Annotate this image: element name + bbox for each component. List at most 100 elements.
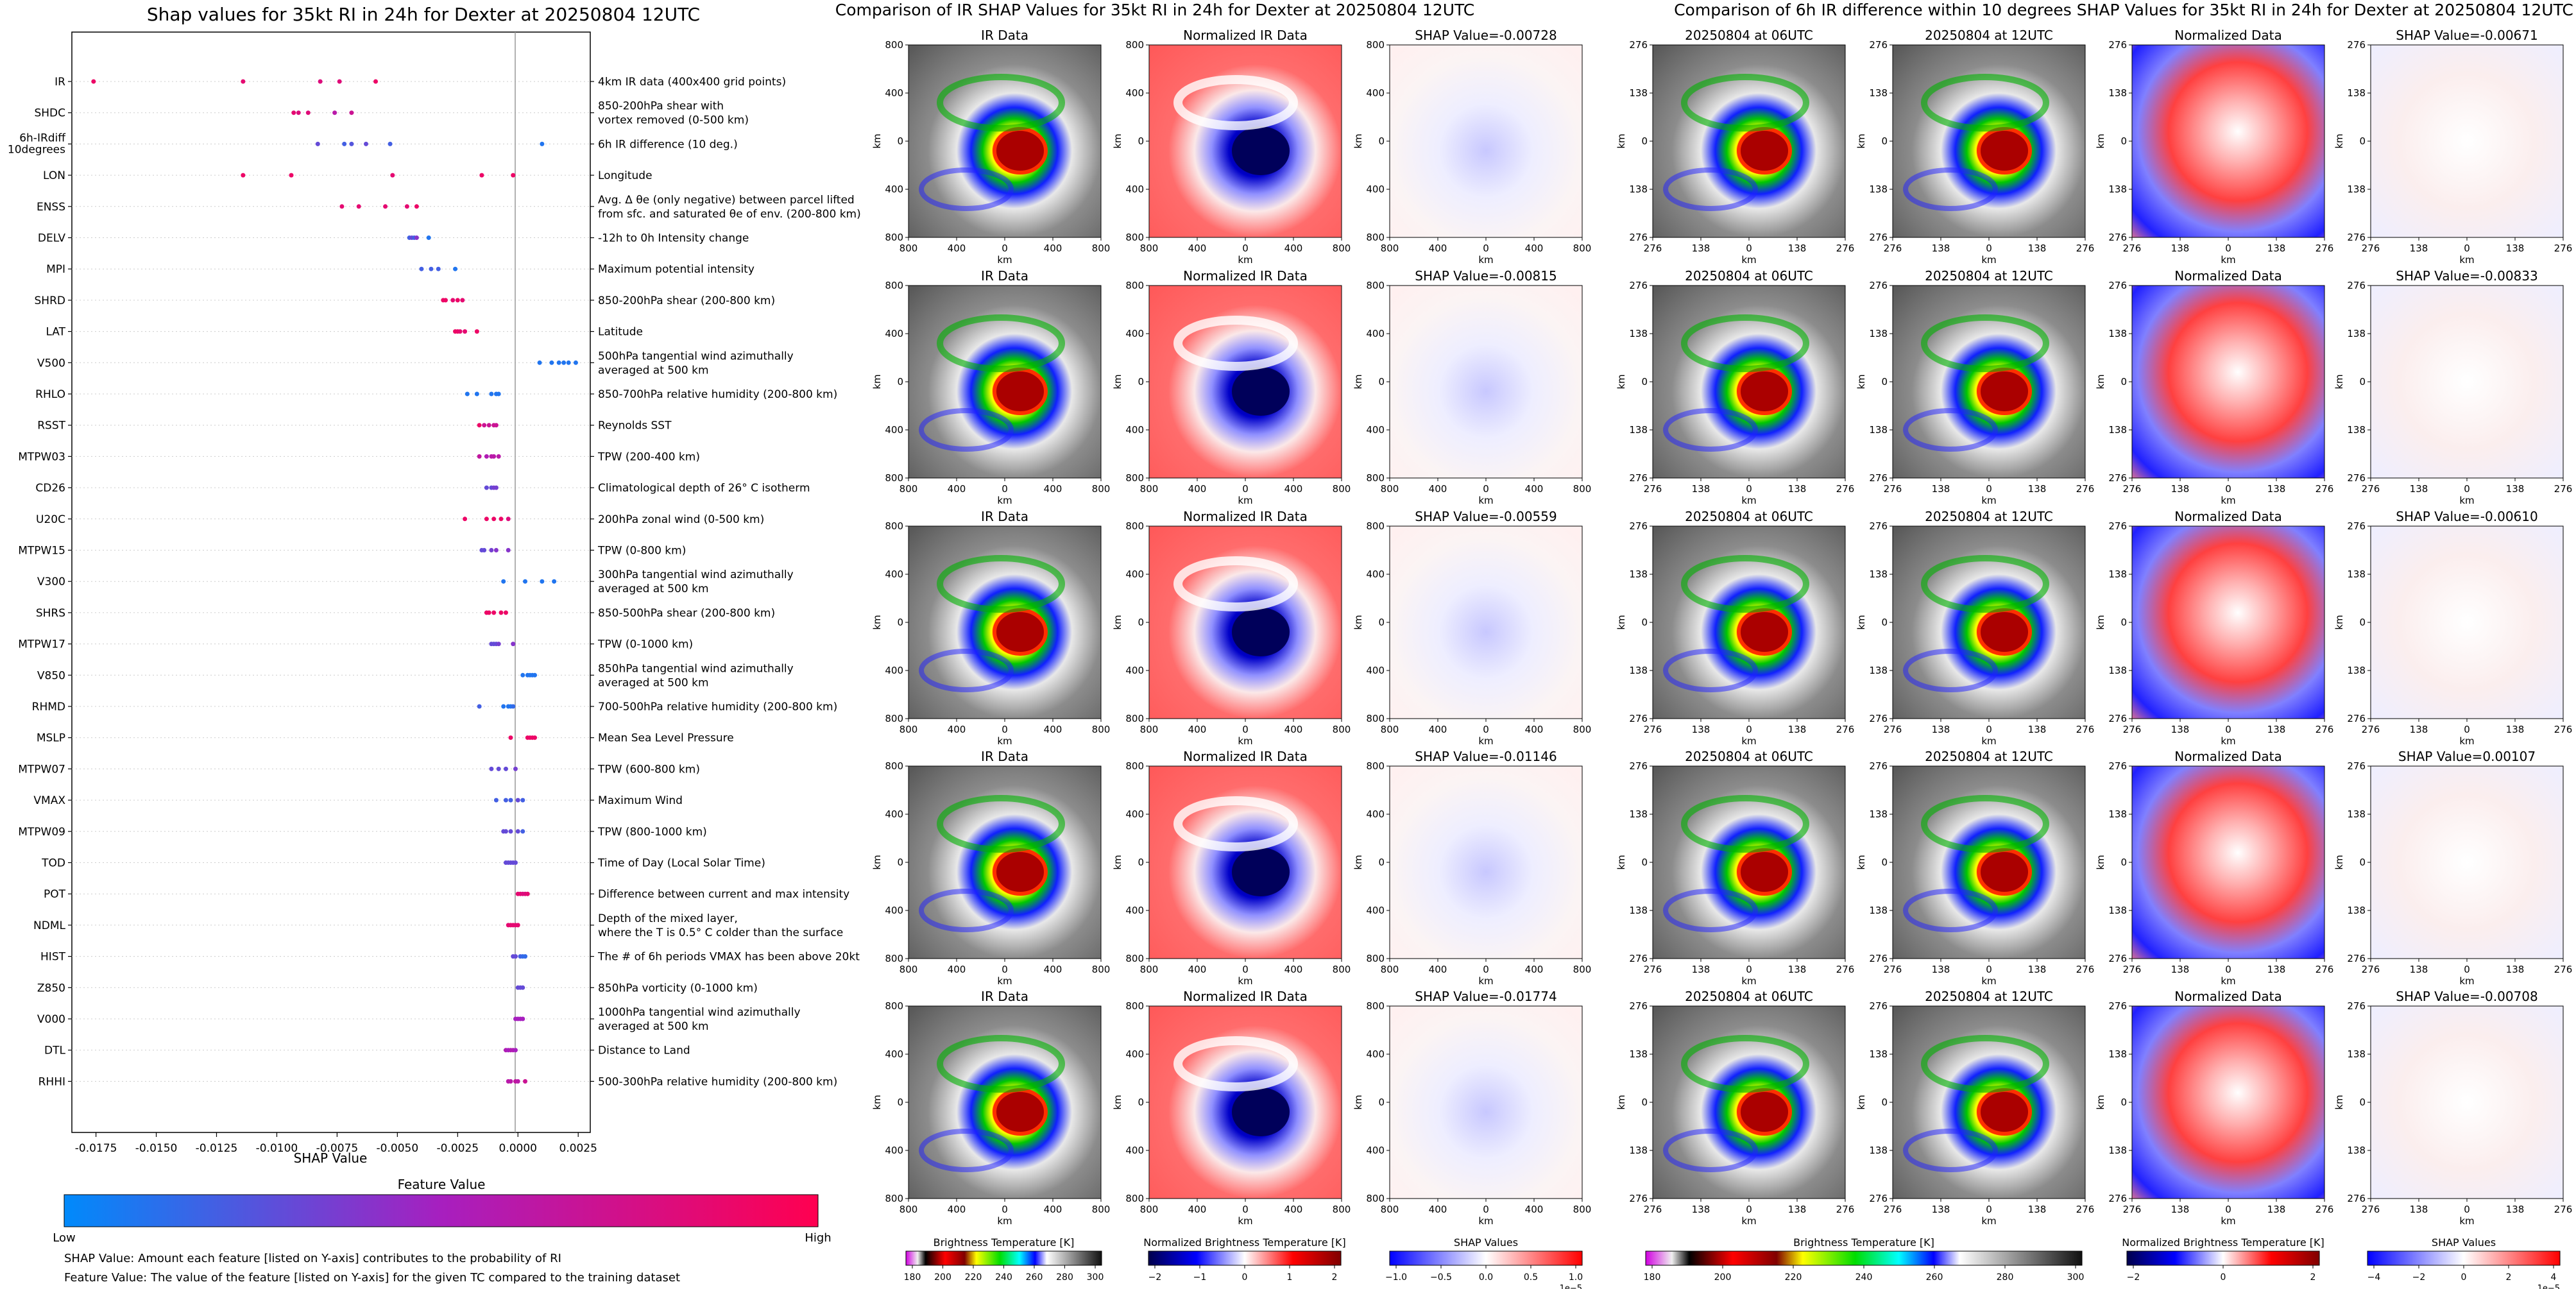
axis-label-km: km	[2221, 495, 2235, 506]
axis-label-km: km	[1112, 855, 1123, 869]
ytick-label: 800	[1366, 1193, 1385, 1204]
ytick-label: 800	[1366, 520, 1385, 532]
ytick-label: 0	[2120, 1097, 2127, 1108]
colorbar-offset: 1e−5	[1560, 1284, 1582, 1289]
ytick-label: 800	[1125, 760, 1144, 772]
feature-label: RHHI	[38, 1075, 65, 1088]
xtick-label: 276	[1884, 1204, 1902, 1215]
colorbar-tick-label: −1.0	[1385, 1272, 1407, 1283]
cloud-band	[1173, 796, 1298, 851]
image-panel	[2370, 1005, 2564, 1199]
shap-point	[443, 298, 448, 303]
xtick-label: 0	[1483, 964, 1489, 975]
feature-description: vortex removed (0-500 km)	[598, 114, 749, 127]
shap-point	[561, 360, 567, 365]
ytick-label: 400	[885, 1048, 903, 1060]
xtick-label: 800	[1381, 964, 1399, 975]
colorbar-tick-label: 200	[934, 1272, 951, 1283]
xtick-label: 800	[1140, 243, 1159, 254]
xtick-label: 800	[1381, 483, 1399, 495]
axis-label-km: km	[1855, 855, 1867, 869]
xtick-label: 276	[2076, 964, 2095, 975]
xtick-label: -0.0025	[436, 1142, 479, 1155]
cloud-band	[1663, 1129, 1758, 1172]
panel-title: Normalized Data	[2174, 28, 2282, 43]
cloud-band	[1681, 1035, 1809, 1093]
axis-label-km: km	[1981, 735, 1996, 747]
ytick-label: 0	[897, 1097, 903, 1108]
colorbar-tick-label: 1	[1287, 1272, 1293, 1283]
ytick-label: 0	[1881, 1097, 1888, 1108]
ytick-label: 276	[2108, 39, 2127, 51]
axis-label-km: km	[1616, 1095, 1627, 1109]
storm-core	[1977, 127, 2032, 175]
ytick-label: 276	[1629, 39, 1648, 51]
xtick-label: 138	[2506, 964, 2525, 975]
ytick-label: 800	[885, 232, 903, 243]
feature-description: 4km IR data (400x400 grid points)	[598, 76, 786, 89]
axis-label-km: km	[2221, 735, 2235, 747]
shap-point	[508, 735, 513, 740]
feature-description: TPW (800-1000 km)	[597, 826, 707, 839]
image-panel	[2131, 1005, 2325, 1199]
ytick-label: 276	[2347, 1000, 2366, 1012]
ytick-label: 138	[2347, 1048, 2366, 1060]
image-panel	[2370, 44, 2564, 238]
axis-label-km: km	[2333, 615, 2345, 629]
colorbar-label: Normalized Brightness Temperature [K]	[2122, 1236, 2324, 1249]
feature-label: ENSS	[37, 201, 65, 214]
xtick-label: -0.0175	[75, 1142, 117, 1155]
ytick-label: 138	[2347, 184, 2366, 195]
ytick-label: 138	[1869, 808, 1888, 820]
xtick-label: -0.0125	[196, 1142, 238, 1155]
feature-description: averaged at 500 km	[598, 676, 709, 689]
xtick-label: 276	[2123, 964, 2142, 975]
axis-label-km: km	[1238, 1215, 1252, 1227]
shap-point	[482, 423, 487, 428]
xtick-label: 138	[2171, 483, 2190, 495]
xtick-label: 400	[1525, 243, 1544, 254]
panel-title: 20250804 at 12UTC	[1925, 509, 2053, 524]
cloud-band	[1921, 74, 2049, 132]
feature-label: Z850	[37, 982, 65, 994]
feature-description: 6h IR difference (10 deg.)	[598, 138, 738, 151]
storm-core	[993, 368, 1048, 415]
feature-description: 300hPa tangential wind azimuthally	[598, 568, 794, 581]
ytick-label: 400	[1125, 424, 1144, 436]
ytick-label: 138	[1629, 328, 1648, 339]
ytick-label: 138	[2347, 87, 2366, 99]
panel-title: IR Data	[981, 989, 1028, 1004]
xtick-label: 800	[1333, 483, 1351, 495]
colorbar-tick-label: 1.0	[1569, 1272, 1583, 1283]
feature-label: TOD	[41, 857, 65, 870]
ytick-label: 800	[885, 713, 903, 724]
feature-label: MTPW17	[18, 638, 65, 651]
xtick-label: 138	[2267, 1204, 2286, 1215]
shap-point	[484, 485, 489, 490]
ytick-label: 138	[2108, 905, 2127, 916]
axis-label-km: km	[2095, 133, 2106, 148]
ytick-label: 276	[1869, 1000, 1888, 1012]
ytick-label: 800	[885, 39, 903, 51]
storm-core	[1737, 368, 1792, 415]
colorbar-title: Feature Value	[398, 1177, 486, 1192]
ytick-label: 138	[1629, 424, 1648, 436]
panel-title: 20250804 at 06UTC	[1685, 28, 1813, 43]
xtick-label: 276	[2123, 243, 2142, 254]
xtick-label: 800	[1573, 964, 1592, 975]
colorbar	[2126, 1251, 2320, 1266]
feature-description: Mean Sea Level Pressure	[598, 732, 734, 745]
xtick-label: -0.0150	[135, 1142, 178, 1155]
xtick-label: 138	[2267, 243, 2286, 254]
axis-label-km: km	[1855, 615, 1867, 629]
beeswarm-feature-descriptions: 4km IR data (400x400 grid points) 850-200…	[590, 76, 861, 1088]
feature-label: MTPW03	[18, 450, 65, 463]
xtick-label: 400	[1525, 1204, 1544, 1215]
ytick-label: 400	[1125, 87, 1144, 99]
xtick-label: 0	[1242, 1204, 1249, 1215]
shap-point	[549, 360, 554, 365]
xtick-label: 400	[948, 483, 966, 495]
cloud-band	[1173, 556, 1298, 611]
axis-label-km: km	[1238, 495, 1252, 506]
note-shap-value: SHAP Value: Amount each feature [listed …	[64, 1252, 561, 1265]
